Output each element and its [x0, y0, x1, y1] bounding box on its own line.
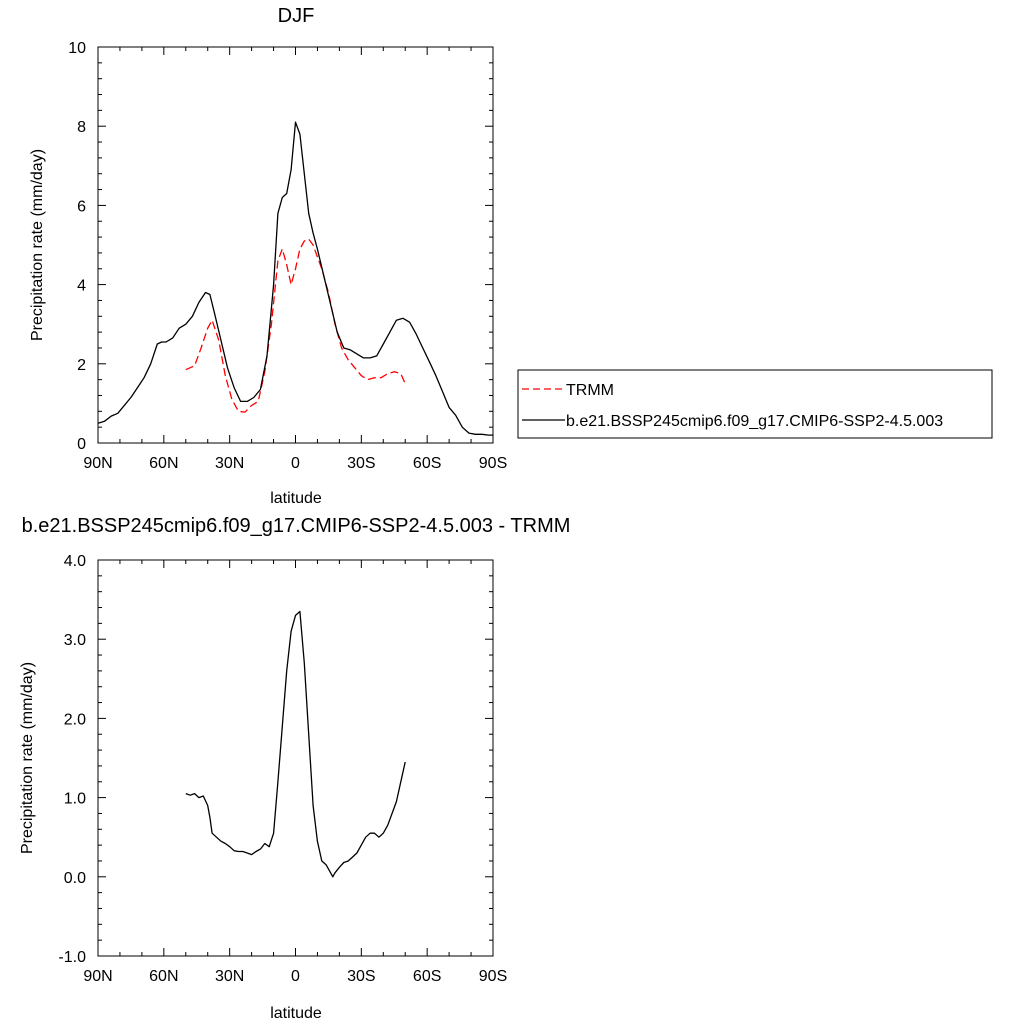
- y-tick-label: 2.0: [64, 711, 86, 728]
- x-axis-label-bottom: latitude: [270, 1005, 322, 1022]
- x-tick-label: 0: [291, 455, 300, 472]
- x-tick-label: 30S: [347, 968, 375, 985]
- y-tick-label: 10: [68, 40, 86, 57]
- y-tick-label: 8: [77, 119, 86, 136]
- y-tick-label: 3.0: [64, 632, 86, 649]
- x-tick-label: 60N: [149, 968, 178, 985]
- series-line-top-1: [97, 121, 493, 436]
- x-tick-label: 30S: [347, 455, 375, 472]
- series-line-trmm: [185, 238, 406, 413]
- difference-chart: b.e21.BSSP245cmip6.f09_g17.CMIP6-SSP2-4.…: [19, 515, 570, 1022]
- x-tick-label: 60N: [149, 455, 178, 472]
- y-tick-label: 4: [77, 278, 86, 295]
- y-tick-label: 2: [77, 357, 86, 374]
- plot-frame-top: [97, 46, 494, 444]
- y-tick-label: 1.0: [64, 791, 86, 808]
- legend-label-trmm: TRMM: [566, 382, 614, 399]
- series-group-top: [97, 121, 493, 436]
- x-tick-label: 90N: [83, 968, 112, 985]
- legend-box: [517, 369, 993, 439]
- y-tick-label: 0: [77, 436, 86, 453]
- x-axis-label-top: latitude: [270, 490, 322, 507]
- x-tick-label: 30N: [215, 455, 244, 472]
- x-tick-label: 90S: [479, 455, 507, 472]
- x-tick-label: 60S: [413, 455, 441, 472]
- legend: TRMM b.e21.BSSP245cmip6.f09_g17.CMIP6-SS…: [517, 369, 993, 439]
- plot-frame-bottom: [97, 559, 494, 957]
- x-tick-label: 60S: [413, 968, 441, 985]
- y-tick-label: 0.0: [64, 870, 86, 887]
- chart-title-bottom: b.e21.BSSP245cmip6.f09_g17.CMIP6-SSP2-4.…: [22, 515, 571, 537]
- y-tick-label: 4.0: [64, 553, 86, 570]
- y-tick-label: -1.0: [58, 949, 86, 966]
- x-tick-label: 30N: [215, 968, 244, 985]
- y-axis-label-top: Precipitation rate (mm/day): [29, 149, 46, 341]
- y-axis-label-bottom: Precipitation rate (mm/day): [19, 662, 36, 854]
- axis-ticks-bottom: 90N 60N 30N 0 30S 60S 90S -1.0 0.0 1.0 2.0 3.0 4.0: [58, 553, 507, 985]
- chart-title-top: DJF: [278, 5, 315, 27]
- legend-label-model: b.e21.BSSP245cmip6.f09_g17.CMIP6-SSP2-4.…: [566, 413, 943, 430]
- y-tick-label: 6: [77, 198, 86, 215]
- series-group-bottom: [185, 610, 406, 878]
- x-tick-label: 90S: [479, 968, 507, 985]
- x-tick-label: 0: [291, 968, 300, 985]
- x-tick-label: 90N: [83, 455, 112, 472]
- axis-ticks-top: 90N 60N 30N 0 30S 60S 90S 0 2 4 6 8 10: [68, 40, 507, 472]
- series-line-bottom-0: [185, 610, 406, 878]
